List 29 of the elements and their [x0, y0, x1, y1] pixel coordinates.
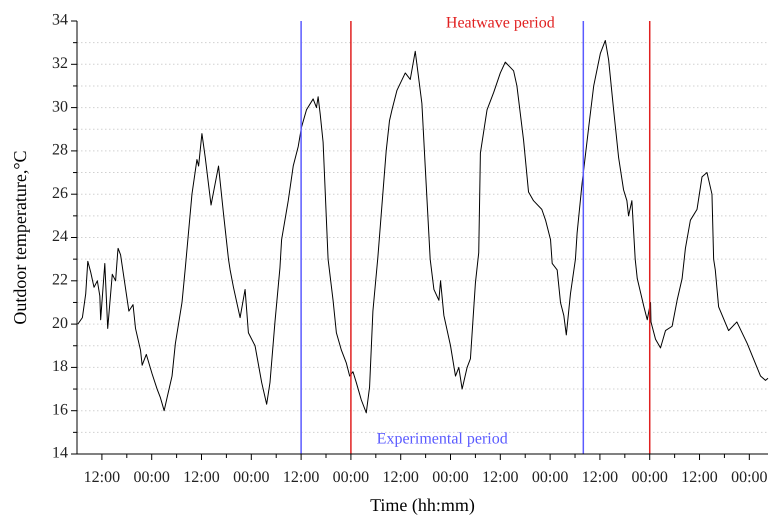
y-tick-label: 24: [52, 228, 68, 246]
x-tick-label: 00:00: [731, 469, 768, 486]
x-tick-label: 00:00: [432, 469, 469, 486]
y-tick-label: 28: [52, 142, 68, 159]
annotation: Heatwave period: [446, 14, 555, 32]
y-axis-title: Outdoor temperature,°C: [10, 150, 30, 325]
x-tick-label: 12:00: [681, 469, 718, 486]
x-axis-title: Time (hh:mm): [370, 495, 475, 515]
y-tick-label: 34: [52, 12, 68, 29]
x-tick-label: 12:00: [183, 469, 220, 486]
x-tick-label: 00:00: [631, 469, 668, 486]
x-tick-label: 12:00: [282, 469, 320, 486]
y-tick-label: 26: [52, 184, 68, 202]
y-tick-label: 20: [52, 314, 68, 332]
x-tick-label: 00:00: [532, 469, 568, 486]
x-tick-label: 12:00: [482, 469, 519, 486]
x-tick-label: 00:00: [332, 469, 370, 486]
x-tick-label: 12:00: [382, 469, 419, 486]
x-tick-label: 12:00: [84, 469, 120, 486]
y-tick-label: 32: [52, 54, 68, 72]
y-tick-label: 18: [52, 358, 68, 376]
y-tick-label: 22: [52, 271, 68, 288]
x-tick-label: 12:00: [582, 469, 618, 486]
y-tick-label: 16: [52, 401, 68, 418]
y-tick-label: 30: [52, 98, 68, 116]
annotation: Experimental period: [376, 430, 508, 448]
x-tick-label: 00:00: [133, 469, 170, 486]
y-tick-label: 14: [52, 444, 68, 462]
x-tick-label: 00:00: [233, 469, 270, 486]
